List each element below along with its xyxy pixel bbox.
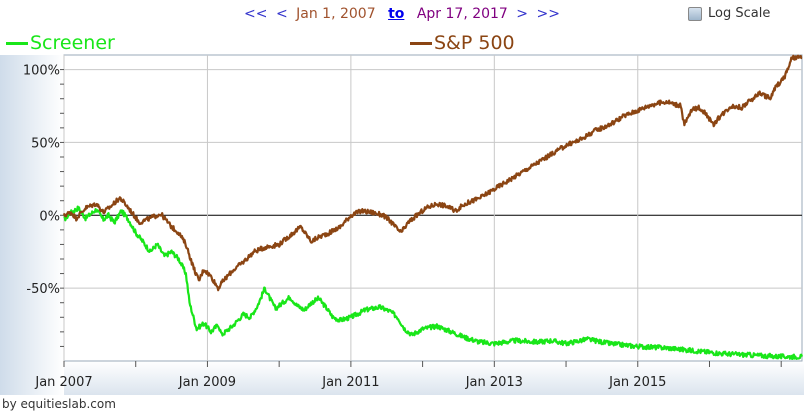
nav-prev-far-link[interactable]: << xyxy=(244,6,268,22)
log-scale-toggle[interactable]: Log Scale xyxy=(688,6,770,21)
start-date[interactable]: Jan 1, 2007 xyxy=(296,6,376,22)
series-line-s-p-500 xyxy=(62,54,803,292)
legend-label-screener: Screener xyxy=(30,32,115,54)
legend-item-sp500: S&P 500 xyxy=(410,32,515,54)
x-tick-label: Jan 2009 xyxy=(178,375,236,390)
to-link[interactable]: to xyxy=(388,6,405,22)
series-layer xyxy=(62,54,804,360)
credit-text: by equitieslab.com xyxy=(2,397,116,411)
x-tick-label: Jan 2013 xyxy=(465,375,523,390)
plot-area xyxy=(63,54,803,362)
nav-next-link[interactable]: > xyxy=(516,6,529,22)
legend-swatch-screener xyxy=(6,41,28,45)
log-scale-label: Log Scale xyxy=(708,6,771,21)
y-tick-label: -50% xyxy=(26,282,60,297)
series-line-screener xyxy=(63,205,804,360)
legend-item-screener: Screener xyxy=(6,32,115,54)
y-tick-label: 100% xyxy=(23,64,60,79)
x-tick-label: Jan 2015 xyxy=(608,375,666,390)
log-scale-checkbox[interactable] xyxy=(688,6,702,21)
legend-swatch-sp500 xyxy=(410,41,432,45)
y-tick-labels: 100% 50% 0% -50% xyxy=(23,64,60,298)
legend-label-sp500: S&P 500 xyxy=(434,32,515,54)
x-tick-label: Jan 2007 xyxy=(34,375,92,390)
minor-ticks xyxy=(60,69,782,367)
x-axis-background xyxy=(64,361,804,395)
y-tick-label: 50% xyxy=(31,136,60,151)
x-tick-label: Jan 2011 xyxy=(321,375,379,390)
date-range-nav: << < Jan 1, 2007 to Apr 17, 2017 > >> xyxy=(0,6,804,22)
nav-next-far-link[interactable]: >> xyxy=(536,6,560,22)
x-tick-labels: Jan 2007 Jan 2009 Jan 2011 Jan 2013 Jan 2015 xyxy=(34,375,666,390)
end-date[interactable]: Apr 17, 2017 xyxy=(416,6,508,22)
nav-prev-link[interactable]: < xyxy=(275,6,288,22)
y-tick-label: 0% xyxy=(39,209,60,224)
y-axis-background xyxy=(0,55,64,395)
